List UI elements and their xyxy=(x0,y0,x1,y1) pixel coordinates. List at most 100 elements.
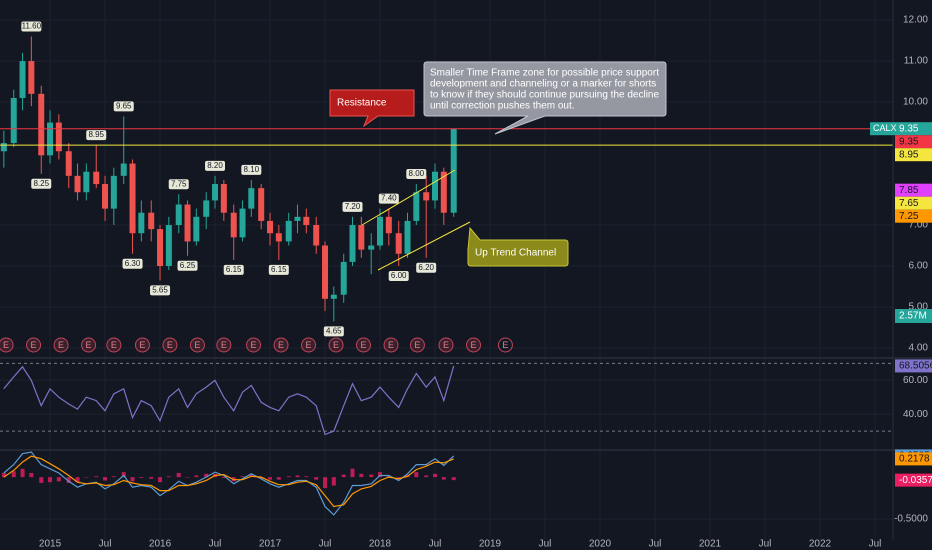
point-label: 7.20 xyxy=(345,202,361,211)
y-tick-label: 10.00 xyxy=(903,97,928,108)
candle-body xyxy=(432,171,439,201)
candle-body xyxy=(93,171,100,185)
candle-body xyxy=(322,245,329,299)
candle-body xyxy=(47,122,54,156)
candle-body xyxy=(102,184,109,209)
price-tag xyxy=(895,473,932,487)
earnings-label: E xyxy=(111,340,117,350)
note-text: development and channeling or a marker f… xyxy=(430,79,656,90)
price-tag xyxy=(895,209,932,223)
candle-body xyxy=(28,61,35,94)
x-tick-label: 2019 xyxy=(479,539,502,550)
note-box xyxy=(329,89,415,128)
candle-body xyxy=(230,212,237,238)
earnings-marker xyxy=(328,337,344,353)
point-label: 7.75 xyxy=(171,179,187,188)
earnings-label: E xyxy=(278,340,284,350)
x-tick-label: 2015 xyxy=(39,539,62,550)
earnings-label: E xyxy=(58,340,64,350)
histogram-bar xyxy=(323,477,328,489)
point-label-box xyxy=(378,193,399,204)
candle-body xyxy=(148,212,155,230)
earnings-label: E xyxy=(443,340,449,350)
note-text: Resistance xyxy=(337,98,387,109)
price-tag-label: 7.25 xyxy=(899,211,919,222)
histogram-bar xyxy=(331,477,336,486)
histogram-bar xyxy=(259,477,264,479)
candle-body xyxy=(55,122,62,152)
histogram-bar xyxy=(386,475,391,478)
earnings-label: E xyxy=(388,340,394,350)
point-label: 8.95 xyxy=(88,130,104,139)
channel-note: Up Trend Channel xyxy=(467,226,569,267)
point-label: 11.60 xyxy=(22,22,42,31)
candle-body xyxy=(330,294,337,299)
earnings-label: E xyxy=(333,340,339,350)
price-tag-label: 7.65 xyxy=(899,198,919,209)
histogram-bar xyxy=(103,477,108,481)
earnings-marker xyxy=(497,337,513,353)
candle-body xyxy=(377,216,384,246)
point-label: 8.20 xyxy=(207,161,223,170)
x-tick-label: Jul xyxy=(209,539,222,550)
candle-body xyxy=(303,216,310,226)
point-label-box xyxy=(388,271,409,282)
point-label: 5.65 xyxy=(152,285,168,294)
earnings-marker xyxy=(409,337,425,353)
y-tick-label: 12.00 xyxy=(903,15,928,26)
histogram-bar xyxy=(66,477,71,484)
candle-body xyxy=(138,212,145,234)
histogram-bar xyxy=(121,472,126,478)
candle-body xyxy=(358,225,365,250)
price-tag-label: 0.2178 xyxy=(899,454,930,465)
histogram-bar xyxy=(369,474,374,478)
histogram-bar xyxy=(396,477,401,479)
candle-body xyxy=(38,93,45,156)
candle-body xyxy=(0,143,7,152)
histogram-bar xyxy=(304,476,309,478)
histogram-bar xyxy=(359,473,364,478)
candle-body xyxy=(340,261,347,295)
price-tag-label: 8.95 xyxy=(899,149,919,160)
indicator-line xyxy=(3,451,455,516)
candle-body xyxy=(248,188,255,209)
earnings-marker xyxy=(216,337,232,353)
price-tag xyxy=(895,122,932,136)
histogram-bar xyxy=(1,472,6,478)
x-tick-label: 2022 xyxy=(809,539,832,550)
candle-body xyxy=(157,229,164,267)
earnings-label: E xyxy=(502,340,508,350)
histogram-bar xyxy=(378,472,383,478)
earnings-marker xyxy=(246,337,262,353)
earnings-marker xyxy=(134,337,150,353)
earnings-label: E xyxy=(361,340,367,350)
point-label-box xyxy=(177,260,198,271)
candle-body xyxy=(267,220,274,234)
point-label: 8.25 xyxy=(33,179,49,188)
point-label: 8.10 xyxy=(244,165,260,174)
earnings-label: E xyxy=(194,340,200,350)
channel-line xyxy=(361,169,456,226)
candle-body xyxy=(203,200,210,217)
point-label: 6.00 xyxy=(391,271,407,280)
point-label: 6.15 xyxy=(226,265,242,274)
symbol-tag-label: CALX xyxy=(873,123,897,133)
earnings-label: E xyxy=(167,340,173,350)
histogram-bar xyxy=(276,477,281,480)
histogram-bar xyxy=(350,468,355,478)
histogram-bar xyxy=(29,472,34,478)
earnings-marker xyxy=(356,337,372,353)
histogram-bar xyxy=(139,477,144,478)
candle-body xyxy=(74,175,81,193)
price-tag-label: 9.35 xyxy=(899,123,919,134)
histogram-bar xyxy=(433,473,438,478)
candle-body xyxy=(120,163,127,176)
candle-body xyxy=(10,97,17,144)
candle-body xyxy=(423,192,430,201)
histogram-bar xyxy=(166,476,171,478)
x-tick-label: Jul xyxy=(319,539,332,550)
candle-body xyxy=(19,61,26,98)
price-tag-label: 9.35 xyxy=(899,136,919,147)
y-tick-label: 40.00 xyxy=(903,409,928,420)
histogram-bar xyxy=(39,477,44,484)
